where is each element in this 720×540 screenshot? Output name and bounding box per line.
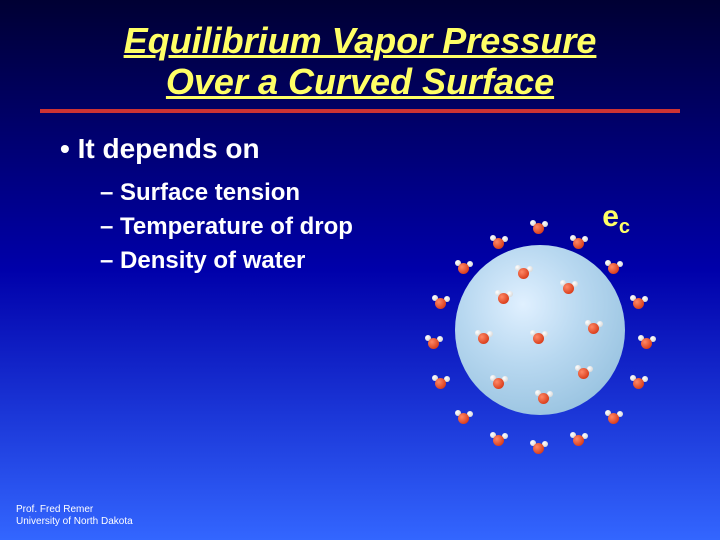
footer-attribution: Prof. Fred Remer University of North Dak… <box>16 504 133 528</box>
water-molecule-icon <box>638 335 656 353</box>
water-molecule-icon <box>605 260 623 278</box>
water-molecule-icon <box>575 365 593 383</box>
title-line-2: Over a Curved Surface <box>0 61 720 102</box>
water-molecule-icon <box>490 432 508 450</box>
footer-line-1: Prof. Fred Remer <box>16 504 133 516</box>
footer-line-2: University of North Dakota <box>16 516 133 528</box>
water-molecule-icon <box>630 375 648 393</box>
water-molecule-icon <box>585 320 603 338</box>
water-molecule-icon <box>530 440 548 458</box>
sub-item: Surface tension <box>100 179 660 207</box>
main-bullet: It depends on <box>60 133 660 165</box>
water-molecule-icon <box>490 375 508 393</box>
water-molecule-icon <box>530 220 548 238</box>
water-molecule-icon <box>570 432 588 450</box>
title-line-1: Equilibrium Vapor Pressure <box>0 20 720 61</box>
slide-title: Equilibrium Vapor Pressure Over a Curved… <box>0 0 720 111</box>
water-molecule-icon <box>432 295 450 313</box>
water-molecule-icon <box>570 235 588 253</box>
water-molecule-icon <box>605 410 623 428</box>
water-molecule-icon <box>515 265 533 283</box>
water-molecule-icon <box>425 335 443 353</box>
water-molecule-icon <box>455 410 473 428</box>
water-molecule-icon <box>432 375 450 393</box>
water-molecule-icon <box>560 280 578 298</box>
water-molecule-icon <box>630 295 648 313</box>
water-drop-diagram <box>420 210 660 450</box>
water-molecule-icon <box>475 330 493 348</box>
water-molecule-icon <box>495 290 513 308</box>
water-molecule-icon <box>455 260 473 278</box>
water-molecule-icon <box>535 390 553 408</box>
water-molecule-icon <box>530 330 548 348</box>
water-molecule-icon <box>490 235 508 253</box>
